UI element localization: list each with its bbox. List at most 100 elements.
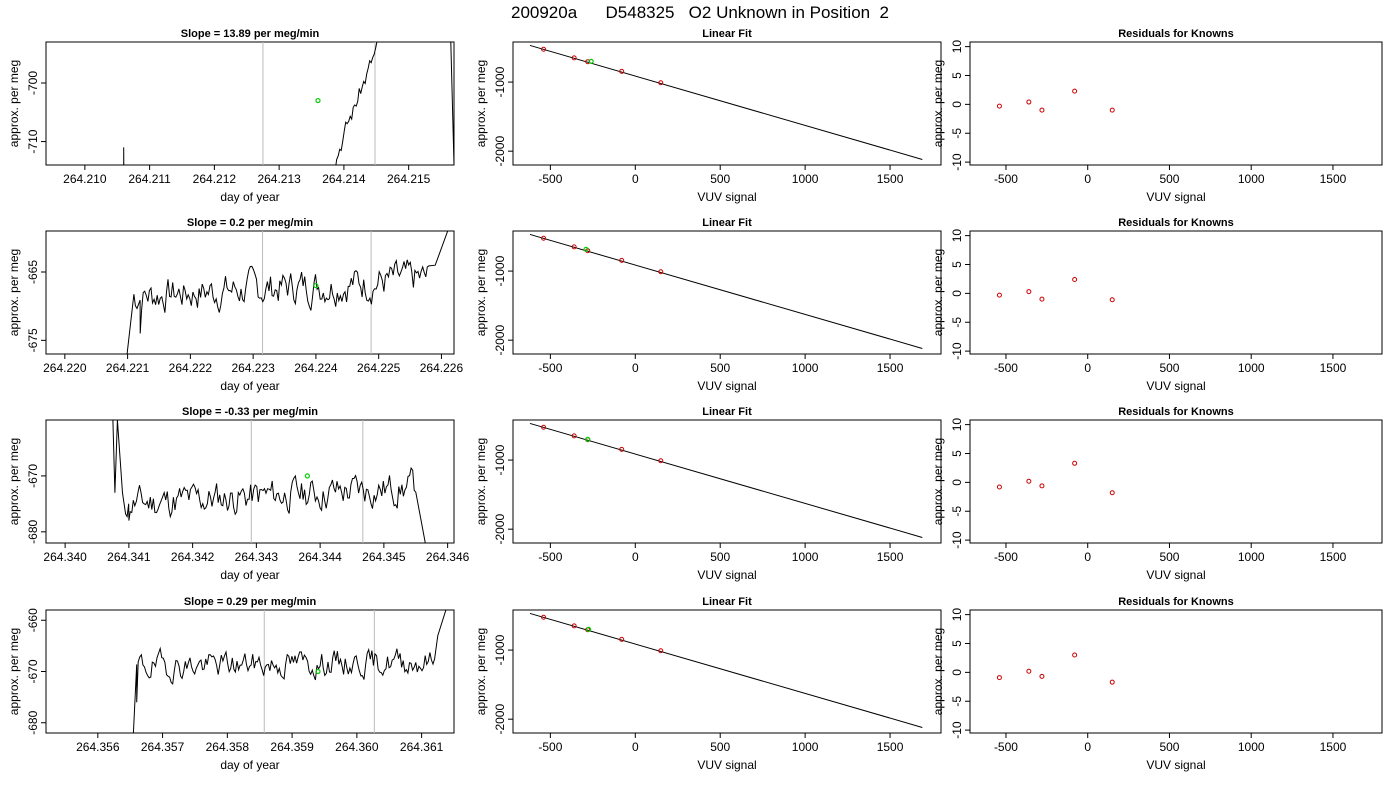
y-tick-label: -1000 [493, 255, 507, 286]
x-axis-label: day of year [220, 568, 279, 582]
known-point [996, 484, 1002, 490]
known-point [619, 257, 625, 263]
y-tick-label: 10 [950, 40, 964, 54]
y-tick-label: 0 [950, 290, 964, 297]
panel-title: Linear Fit [702, 596, 752, 608]
x-tick-label: 264.226 [420, 361, 464, 375]
x-tick-label: 0 [1084, 361, 1091, 375]
known-point [1072, 277, 1078, 283]
plot-area [996, 460, 1115, 496]
known-point [1072, 460, 1078, 466]
plot-area [996, 652, 1115, 685]
y-tick-label: 10 [950, 229, 964, 243]
x-axis-label: day of year [220, 758, 279, 772]
y-axis-label: approx. per meg [931, 60, 945, 147]
x-tick-label: 1500 [877, 550, 904, 564]
known-point [1072, 88, 1078, 94]
x-tick-label: 1000 [1238, 361, 1265, 375]
data-trace [126, 231, 449, 354]
y-tick-label: 5 [950, 261, 964, 268]
x-tick-label: 1500 [1320, 740, 1347, 754]
panel-title: Residuals for Knowns [1118, 406, 1234, 418]
x-tick-label: 1500 [877, 172, 904, 186]
known-point [571, 244, 577, 250]
plot-area [529, 612, 923, 728]
panel-title: Slope = 13.89 per meg/min [181, 28, 320, 40]
known-point [1109, 679, 1115, 685]
unknown-marker [315, 668, 321, 675]
x-tick-label: 0 [632, 740, 639, 754]
plot-frame [512, 41, 942, 166]
x-tick-label: 264.215 [387, 172, 431, 186]
x-tick-label: 264.220 [43, 361, 87, 375]
x-tick-label: 0 [1084, 740, 1091, 754]
x-tick-label: 0 [632, 361, 639, 375]
x-tick-label: 0 [1084, 550, 1091, 564]
y-tick-label: -670 [26, 464, 40, 488]
y-tick-label: -5 [950, 317, 964, 328]
x-tick-label: -500 [538, 550, 562, 564]
x-tick-label: 500 [1159, 550, 1179, 564]
known-point [996, 675, 1002, 681]
known-point [571, 433, 577, 439]
y-tick-label: -10 [950, 721, 964, 739]
x-tick-label: 264.344 [298, 550, 342, 564]
x-tick-label: 500 [1159, 361, 1179, 375]
plot-frame [45, 419, 455, 544]
known-point [1026, 99, 1032, 105]
known-point [1026, 668, 1032, 674]
x-tick-label: 264.343 [235, 550, 279, 564]
known-point [1109, 107, 1115, 113]
y-axis-label: approx. per meg [474, 438, 488, 525]
plot-area [132, 610, 447, 733]
x-axis-label: VUV signal [1146, 568, 1205, 582]
x-tick-label: 500 [710, 740, 730, 754]
known-point [571, 55, 577, 61]
plot-area [126, 231, 449, 354]
known-point [619, 68, 625, 74]
x-tick-label: 264.342 [171, 550, 215, 564]
x-tick-label: 1000 [1238, 172, 1265, 186]
known-point [1026, 289, 1032, 295]
y-tick-label: -680 [26, 710, 40, 734]
x-tick-label: 0 [1084, 172, 1091, 186]
fit-line [529, 44, 923, 160]
y-tick-label: 0 [950, 479, 964, 486]
x-tick-label: -500 [994, 172, 1018, 186]
x-tick-label: 264.211 [128, 172, 171, 186]
data-trace [123, 42, 454, 165]
x-tick-label: 1000 [792, 361, 819, 375]
y-tick-label: 5 [950, 72, 964, 79]
panel-2-1: Linear Fit -500 0 500 1000 1500 -1000 -2000 VUV … [474, 406, 942, 582]
y-axis-label: approx. per meg [7, 249, 21, 336]
y-tick-label: -710 [26, 129, 40, 153]
x-tick-label: 500 [710, 172, 730, 186]
y-tick-label: 0 [950, 101, 964, 108]
panel-0-1: Linear Fit -500 0 500 1000 1500 -1000 -2000 VUV … [474, 28, 942, 204]
panel-3-0: Slope = 0.29 per meg/min 264.356 264.357 26… [7, 596, 455, 772]
plot-frame [969, 419, 1383, 544]
y-tick-label: -675 [26, 328, 40, 352]
y-tick-label: -10 [950, 531, 964, 549]
plot-area [123, 42, 454, 165]
y-tick-label: 10 [950, 608, 964, 622]
panel-title: Slope = 0.29 per meg/min [184, 596, 317, 608]
y-tick-label: -670 [26, 659, 40, 683]
known-point [1109, 490, 1115, 496]
panel-title: Residuals for Knowns [1118, 28, 1234, 40]
x-tick-label: -500 [994, 361, 1018, 375]
plot-frame [45, 230, 455, 355]
x-tick-label: 500 [710, 361, 730, 375]
x-tick-label: 0 [632, 550, 639, 564]
known-point [1039, 107, 1045, 113]
x-tick-label: -500 [538, 172, 562, 186]
panel-3-1: Linear Fit -500 0 500 1000 1500 -1000 -2000 VUV … [474, 596, 942, 772]
unknown-point [585, 626, 592, 632]
panel-0-2: Residuals for Knowns -500 0 500 1000 1500 10 5 0… [931, 28, 1383, 204]
x-tick-label: 264.357 [141, 740, 185, 754]
x-axis-label: VUV signal [697, 568, 756, 582]
fit-line [529, 422, 923, 538]
known-point [658, 648, 664, 654]
plot-area [529, 233, 923, 349]
